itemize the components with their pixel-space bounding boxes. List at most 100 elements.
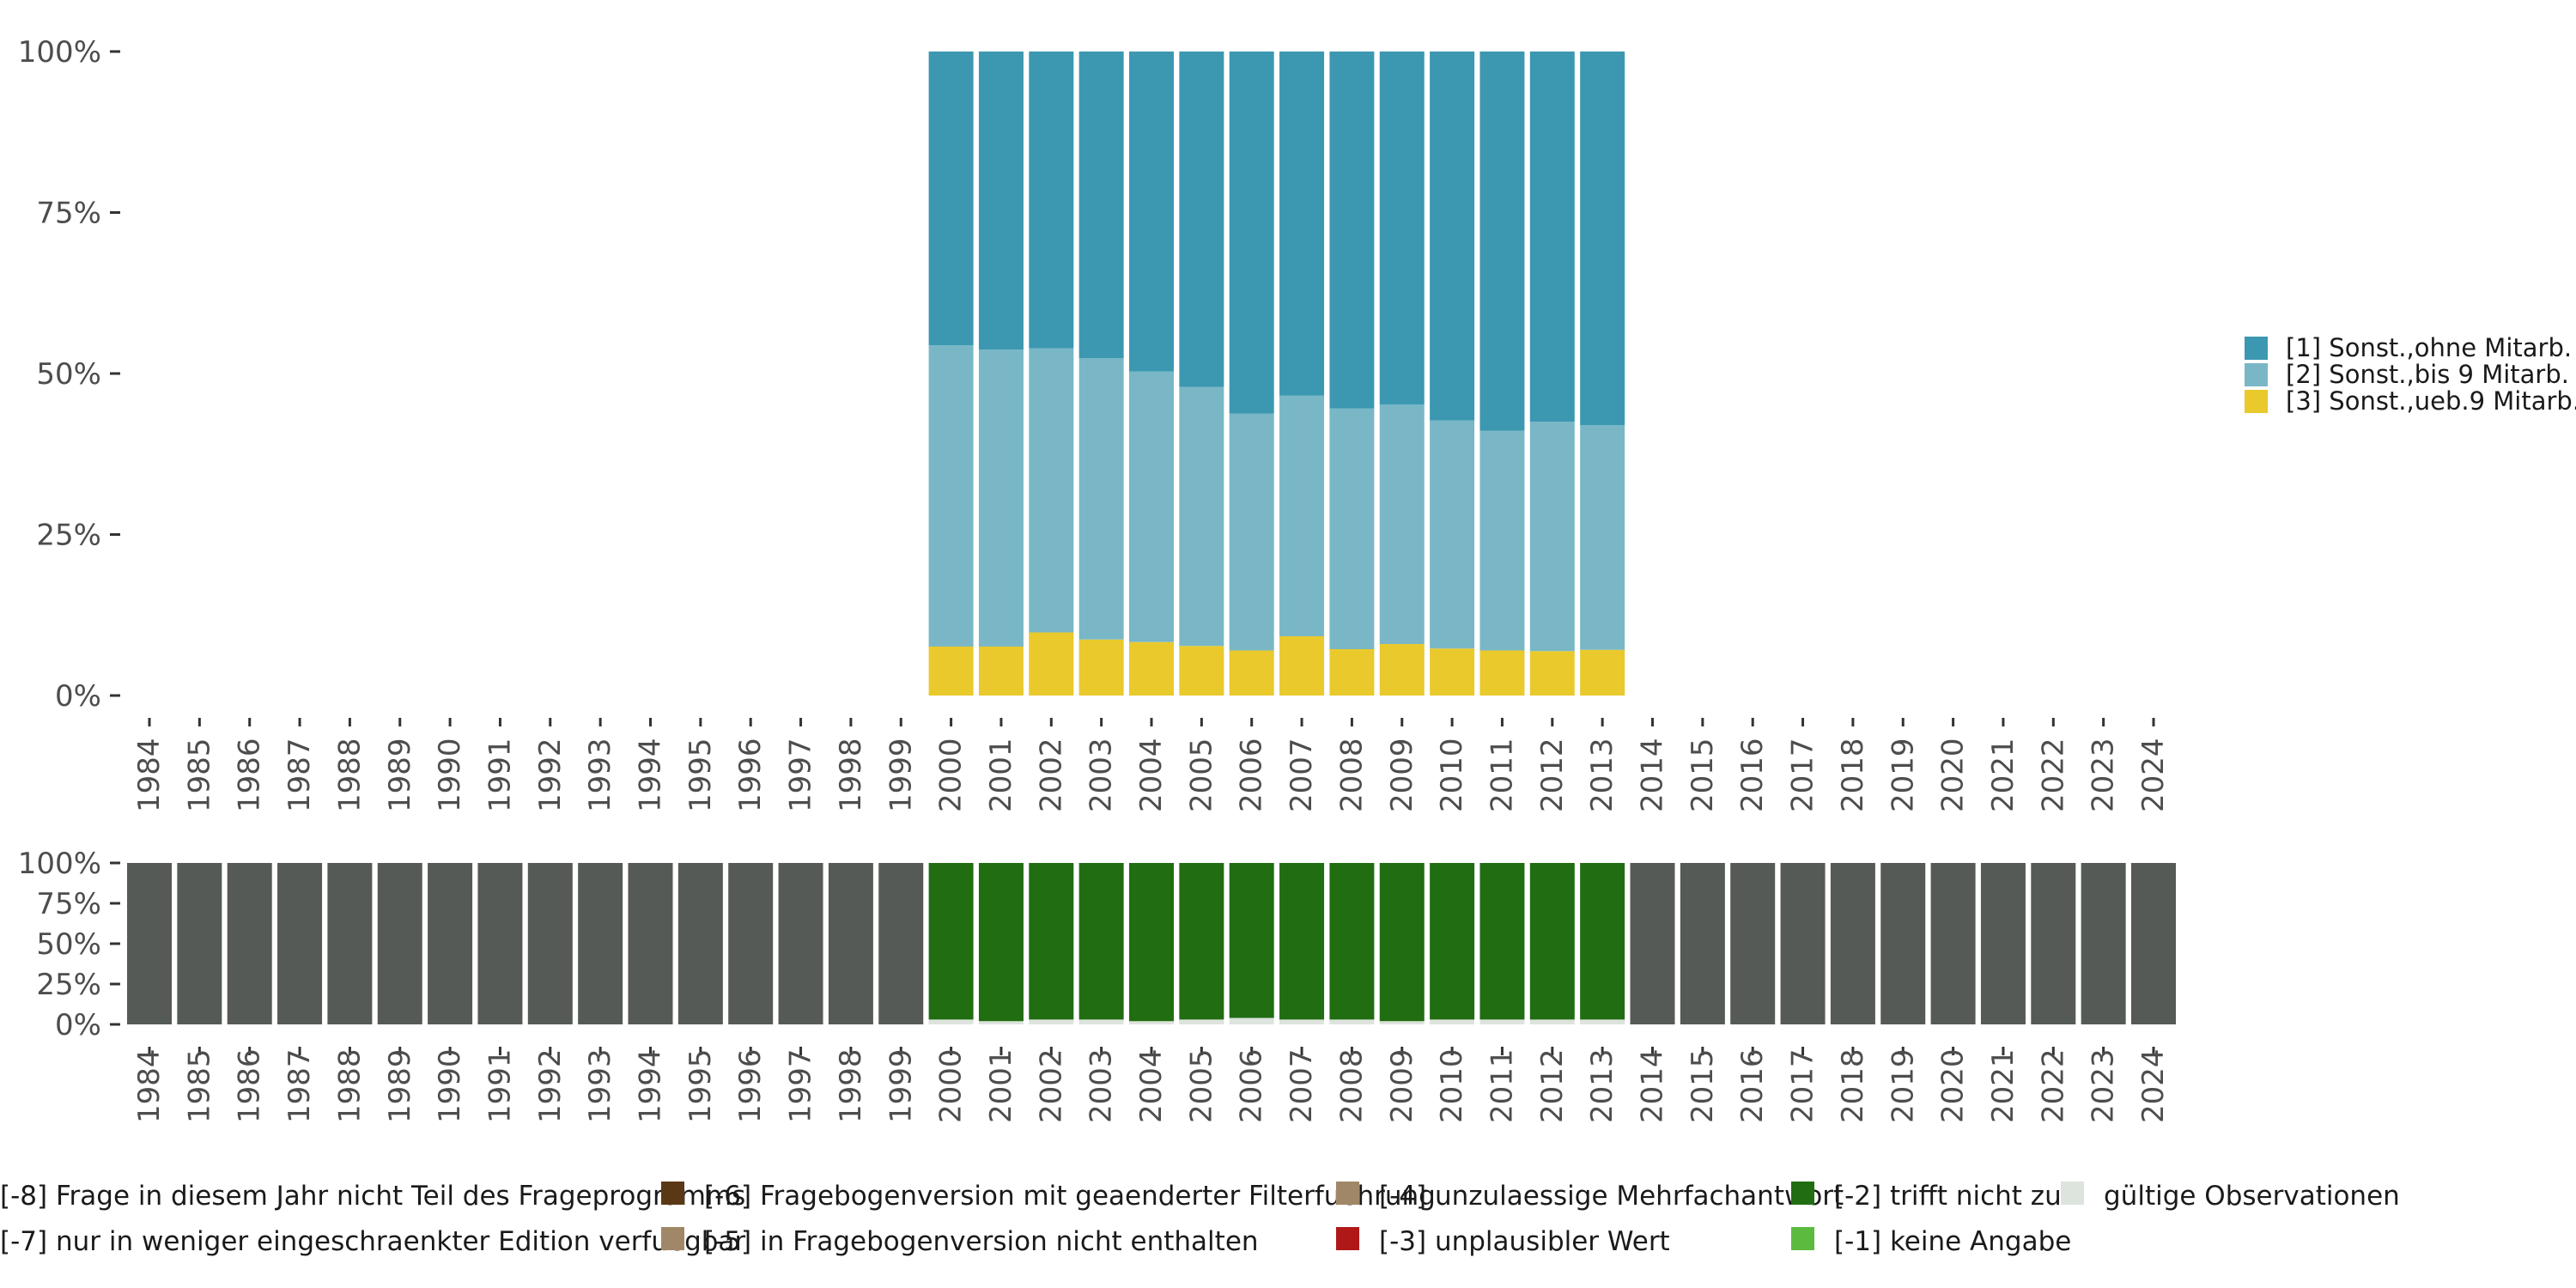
bottom-x-tick-label-2021: 2021 <box>1986 1048 2020 1123</box>
bottom-bar-2022-m8 <box>2031 863 2076 1024</box>
bottom-x-tick-label-1999: 1999 <box>884 1048 918 1123</box>
top-bar-2007-bis9 <box>1279 395 1325 636</box>
bottom-x-tick-label-2023: 2023 <box>2087 1048 2121 1123</box>
top-bar-2006-bis9 <box>1229 413 1274 651</box>
bottom-y-tick-label: 0% <box>55 1008 101 1042</box>
bottom-bar-2016-m8 <box>1730 863 1776 1024</box>
top-bar-2012-ohne <box>1529 52 1575 422</box>
top-bar-2005-ueb9 <box>1179 646 1224 696</box>
top-bar-2008-ohne <box>1329 52 1375 409</box>
top-legend-swatch-bis9 <box>2245 363 2268 386</box>
top-bar-2002-ohne <box>1029 52 1074 349</box>
top-bar-2006-ohne <box>1229 52 1274 414</box>
top-x-tick-label-1993: 1993 <box>583 738 617 812</box>
bottom-bar-2012-m2 <box>1529 863 1575 1020</box>
bottom-bar-2013-valid <box>1580 1019 1625 1024</box>
bottom-bar-2007-valid <box>1279 1019 1325 1024</box>
bottom-x-tick-label-2003: 2003 <box>1084 1048 1119 1123</box>
bottom-legend-label-m6: [-6] Fragebogenversion mit geaenderter F… <box>704 1181 1436 1212</box>
bottom-bar-2011-valid <box>1479 1019 1525 1024</box>
top-x-tick-label-2016: 2016 <box>1735 738 1770 812</box>
top-bar-2012-ueb9 <box>1529 651 1575 696</box>
top-bar-2008-ueb9 <box>1329 649 1375 696</box>
top-x-tick-label-2008: 2008 <box>1334 738 1369 812</box>
top-x-tick-label-1990: 1990 <box>433 738 467 812</box>
top-x-tick-label-1987: 1987 <box>283 738 317 812</box>
bottom-bar-2012-valid <box>1529 1019 1575 1024</box>
bottom-bar-2014-m8 <box>1630 863 1675 1024</box>
top-bar-2000-ueb9 <box>928 647 974 696</box>
bottom-bar-2003-m2 <box>1078 863 1124 1020</box>
bottom-x-tick-label-2013: 2013 <box>1585 1048 1619 1123</box>
bottom-bar-2023-m8 <box>2081 863 2126 1024</box>
top-y-axis: 0% 25% 50% 75% 100% <box>18 35 120 714</box>
bottom-legend-swatch-valid <box>2061 1182 2084 1205</box>
top-x-tick-label-2024: 2024 <box>2136 738 2171 812</box>
top-bar-2007-ueb9 <box>1279 636 1325 696</box>
bottom-bar-2006-valid <box>1229 1018 1274 1024</box>
bottom-x-tick-label-1996: 1996 <box>733 1048 768 1123</box>
bottom-x-tick-label-1993: 1993 <box>583 1048 617 1123</box>
top-legend-label-bis9: [2] Sonst.,bis 9 Mitarb. <box>2286 360 2569 389</box>
bottom-bar-2010-m2 <box>1430 863 1475 1020</box>
bottom-bar-2015-m8 <box>1680 863 1725 1024</box>
top-bar-2003-ueb9 <box>1078 639 1124 696</box>
bottom-x-tick-label-2020: 2020 <box>1936 1048 1971 1123</box>
bottom-x-tick-label-1994: 1994 <box>634 1048 668 1123</box>
top-bar-2011-ueb9 <box>1479 650 1525 696</box>
bottom-bar-1992-m8 <box>527 863 573 1024</box>
top-x-tick-label-1999: 1999 <box>884 738 918 812</box>
bottom-x-tick-label-2002: 2002 <box>1034 1048 1068 1123</box>
top-x-tick-label-1996: 1996 <box>733 738 768 812</box>
bottom-bar-2002-m2 <box>1029 863 1074 1020</box>
top-bar-2002-ueb9 <box>1029 632 1074 696</box>
bottom-x-tick-label-1988: 1988 <box>332 1048 367 1123</box>
top-x-tick-label-2006: 2006 <box>1235 738 1269 812</box>
bottom-bar-2018-m8 <box>1830 863 1875 1024</box>
bottom-x-tick-label-1995: 1995 <box>683 1048 718 1123</box>
bottom-bar-1993-m8 <box>578 863 623 1024</box>
top-bar-2013-bis9 <box>1580 425 1625 650</box>
top-x-tick-label-1984: 1984 <box>132 738 167 812</box>
bottom-x-tick-label-2024: 2024 <box>2136 1048 2171 1123</box>
bottom-bar-2008-valid <box>1329 1019 1375 1024</box>
bottom-bar-1994-m8 <box>628 863 673 1024</box>
bottom-legend-label-m5: [-5] in Fragebogenversion nicht enthalte… <box>704 1226 1259 1257</box>
bottom-bar-2003-valid <box>1078 1019 1124 1024</box>
bottom-bar-1991-m8 <box>477 863 523 1024</box>
bottom-x-tick-label-1985: 1985 <box>182 1048 216 1123</box>
top-bar-2004-bis9 <box>1129 371 1174 642</box>
top-x-tick-label-2010: 2010 <box>1435 738 1469 812</box>
top-x-tick-label-2011: 2011 <box>1485 738 1519 812</box>
top-x-tick-label-2018: 2018 <box>1836 738 1870 812</box>
top-legend-label-ohne: [1] Sonst.,ohne Mitarb. <box>2286 333 2572 362</box>
top-x-tick-label-2022: 2022 <box>2036 738 2070 812</box>
top-y-tick-label: 50% <box>36 357 101 392</box>
top-bar-2004-ueb9 <box>1129 641 1174 696</box>
bottom-legend-label-m4: [-4] unzulaessige Mehrfachantwort <box>1379 1181 1844 1212</box>
bottom-x-tick-label-2004: 2004 <box>1134 1048 1169 1123</box>
top-y-tick-label: 100% <box>18 35 101 70</box>
bottom-x-tick-label-2019: 2019 <box>1886 1048 1920 1123</box>
bottom-legend-label-valid: gültige Observationen <box>2104 1181 2400 1212</box>
bottom-legend: [-8] Frage in diesem Jahr nicht Teil des… <box>0 1181 2400 1257</box>
bottom-bar-2019-m8 <box>1880 863 1926 1024</box>
bottom-bar-1984-m8 <box>127 863 172 1024</box>
bottom-legend-label-m1: [-1] keine Angabe <box>1834 1226 2071 1257</box>
top-bar-2003-bis9 <box>1078 358 1124 640</box>
bottom-bar-1986-m8 <box>227 863 272 1024</box>
top-bar-2010-bis9 <box>1430 420 1475 649</box>
bottom-bar-2000-valid <box>928 1019 974 1024</box>
bottom-y-tick-label: 25% <box>36 968 101 1002</box>
bottom-bar-2000-m2 <box>928 863 974 1020</box>
bottom-bar-2004-valid <box>1129 1021 1174 1024</box>
bottom-legend-swatch-m3 <box>1336 1227 1359 1250</box>
bottom-y-tick-label: 50% <box>36 927 101 962</box>
bottom-bar-2007-m2 <box>1279 863 1325 1020</box>
bottom-x-axis: 1984 1985 1986 1987 1988 1989 1990 1991 1992 1993… <box>132 1047 2171 1123</box>
bottom-bar-2009-valid <box>1379 1021 1425 1024</box>
top-bar-2007-ohne <box>1279 52 1325 396</box>
bottom-y-tick-label: 75% <box>36 887 101 921</box>
top-x-tick-label-1998: 1998 <box>834 738 868 812</box>
bottom-x-tick-label-2014: 2014 <box>1636 1048 1670 1123</box>
